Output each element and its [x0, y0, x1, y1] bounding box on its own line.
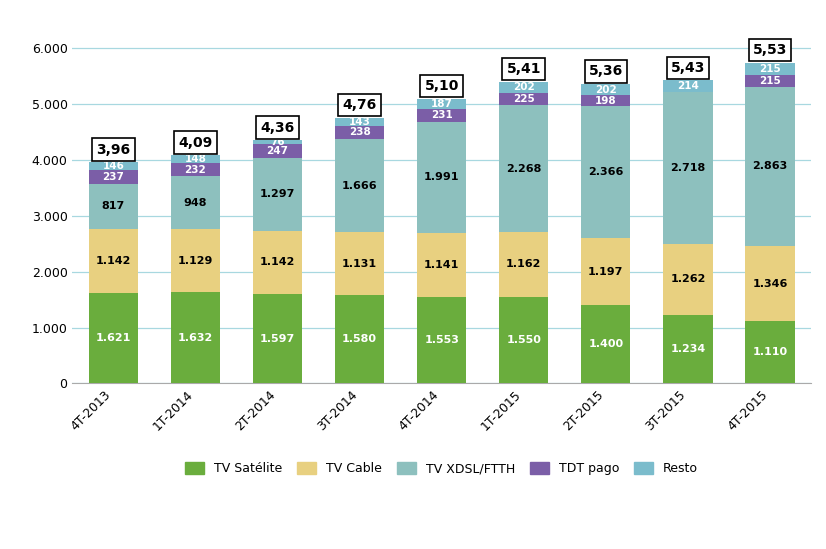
Bar: [499, 93, 548, 105]
Text: 1.262: 1.262: [670, 274, 705, 284]
Text: 215: 215: [759, 76, 781, 86]
Bar: [335, 118, 384, 126]
Bar: [417, 109, 467, 122]
Text: 76: 76: [270, 137, 285, 147]
Text: 231: 231: [431, 110, 453, 120]
Bar: [335, 126, 384, 139]
Text: 5,41: 5,41: [506, 62, 541, 76]
Bar: [745, 322, 795, 383]
Bar: [582, 96, 630, 107]
Bar: [582, 305, 630, 383]
Bar: [88, 162, 138, 170]
Text: 5,36: 5,36: [589, 64, 623, 79]
Bar: [499, 232, 548, 297]
Bar: [663, 244, 713, 315]
Bar: [745, 75, 795, 87]
Text: 1.580: 1.580: [342, 334, 377, 344]
Text: 202: 202: [513, 82, 534, 92]
Text: 238: 238: [349, 127, 371, 137]
Bar: [499, 105, 548, 232]
Text: 225: 225: [513, 94, 534, 104]
Text: 1.553: 1.553: [425, 335, 459, 345]
Text: 1.550: 1.550: [506, 335, 541, 345]
Text: 2.268: 2.268: [506, 164, 542, 173]
Bar: [171, 176, 220, 229]
Bar: [88, 170, 138, 183]
Text: 198: 198: [595, 96, 617, 106]
Text: 1.110: 1.110: [752, 348, 787, 357]
Text: 1.991: 1.991: [424, 172, 459, 182]
Text: 4,09: 4,09: [178, 136, 212, 149]
Bar: [582, 107, 630, 238]
Text: 146: 146: [102, 161, 125, 171]
Text: 1.162: 1.162: [506, 260, 542, 270]
Text: 215: 215: [759, 64, 781, 74]
Bar: [253, 158, 302, 231]
Bar: [745, 87, 795, 247]
Text: 214: 214: [677, 81, 699, 91]
Bar: [417, 233, 467, 297]
Bar: [417, 297, 467, 383]
Bar: [253, 294, 302, 383]
Text: 1.666: 1.666: [342, 181, 377, 191]
Text: 1.142: 1.142: [96, 256, 131, 266]
Text: 232: 232: [184, 165, 206, 175]
Bar: [663, 92, 713, 244]
Text: 237: 237: [102, 172, 125, 182]
Bar: [171, 155, 220, 164]
Bar: [171, 293, 220, 383]
Text: 2.366: 2.366: [588, 167, 624, 177]
Text: 1.129: 1.129: [178, 256, 213, 266]
Text: 2.863: 2.863: [752, 161, 787, 171]
Text: 4,36: 4,36: [260, 121, 295, 135]
Text: 1.234: 1.234: [670, 344, 705, 354]
Text: 1.346: 1.346: [752, 279, 788, 289]
Text: 1.632: 1.632: [178, 333, 213, 343]
Text: 1.142: 1.142: [260, 257, 295, 267]
Text: 202: 202: [595, 85, 617, 94]
Text: 5,10: 5,10: [425, 79, 459, 93]
Bar: [253, 144, 302, 158]
Text: 1.621: 1.621: [96, 333, 131, 343]
Text: 948: 948: [183, 198, 207, 208]
Text: 4,76: 4,76: [343, 98, 377, 112]
Bar: [335, 232, 384, 295]
Bar: [745, 63, 795, 75]
Bar: [663, 81, 713, 92]
Bar: [417, 99, 467, 109]
Bar: [88, 183, 138, 229]
Bar: [171, 164, 220, 176]
Text: 247: 247: [267, 146, 288, 156]
Text: 1.197: 1.197: [588, 267, 624, 277]
Bar: [88, 229, 138, 293]
Bar: [499, 82, 548, 93]
Text: 3,96: 3,96: [97, 143, 131, 156]
Bar: [663, 315, 713, 383]
Bar: [582, 238, 630, 305]
Bar: [253, 140, 302, 144]
Text: 1.141: 1.141: [424, 260, 459, 270]
Text: 2.718: 2.718: [670, 163, 705, 173]
Text: 1.297: 1.297: [260, 189, 295, 199]
Text: 817: 817: [102, 201, 125, 211]
Legend: TV Satélite, TV Cable, TV XDSL/FTTH, TDT pago, Resto: TV Satélite, TV Cable, TV XDSL/FTTH, TDT…: [180, 457, 703, 480]
Bar: [253, 231, 302, 294]
Text: 187: 187: [430, 99, 453, 109]
Bar: [335, 295, 384, 383]
Bar: [171, 229, 220, 293]
Text: 1.131: 1.131: [342, 259, 377, 268]
Bar: [88, 293, 138, 383]
Text: 1.597: 1.597: [260, 334, 295, 344]
Text: 148: 148: [184, 154, 206, 164]
Bar: [335, 139, 384, 232]
Bar: [417, 122, 467, 233]
Text: 5,43: 5,43: [671, 61, 705, 75]
Text: 143: 143: [349, 117, 371, 127]
Bar: [745, 247, 795, 322]
Bar: [582, 84, 630, 96]
Text: 5,53: 5,53: [752, 43, 787, 57]
Bar: [499, 297, 548, 383]
Text: 1.400: 1.400: [588, 339, 624, 349]
